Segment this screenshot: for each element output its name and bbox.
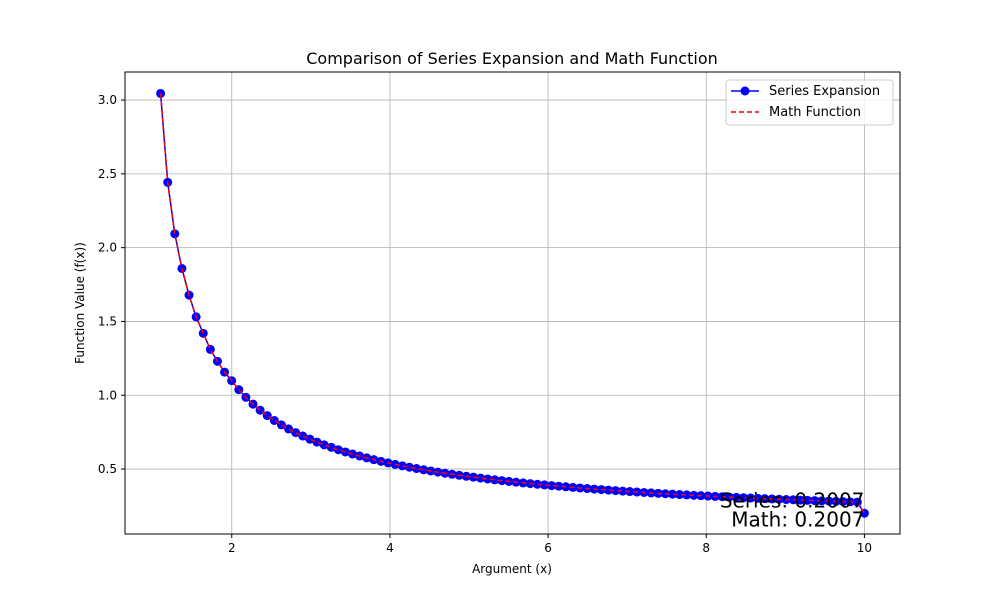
y-axis-ticks: 0.5 1.0 1.5 2.0 2.5 3.0 bbox=[98, 93, 125, 476]
series-expansion-point bbox=[326, 442, 336, 452]
series-expansion-point bbox=[810, 496, 820, 506]
series-expansion-point bbox=[340, 447, 350, 457]
series-expansion-point bbox=[532, 479, 542, 489]
series-expansion-point bbox=[554, 481, 564, 491]
series-expansion-point bbox=[682, 490, 692, 500]
series-expansion-point bbox=[412, 464, 422, 474]
x-tick-label: 10 bbox=[857, 541, 872, 555]
annotation-series-value: Series: 0.2007 bbox=[720, 488, 865, 512]
series-expansion-point bbox=[667, 489, 677, 499]
plot-area-frame bbox=[124, 71, 901, 535]
y-tick-label: 2.5 bbox=[98, 167, 117, 181]
series-expansion-point bbox=[312, 437, 322, 447]
annotation-math-value: Math: 0.2007 bbox=[731, 508, 864, 532]
series-expansion-point bbox=[731, 492, 741, 502]
x-tick-label: 6 bbox=[544, 541, 552, 555]
legend-math-function-label: Math Function bbox=[769, 105, 861, 120]
y-tick-label: 1.5 bbox=[98, 314, 117, 328]
series-expansion-point bbox=[539, 480, 549, 490]
series-layer bbox=[156, 88, 869, 518]
series-expansion-point bbox=[468, 472, 478, 482]
y-tick-label: 1.0 bbox=[98, 388, 117, 402]
series-expansion-point bbox=[483, 474, 493, 484]
series-expansion-point bbox=[611, 486, 621, 496]
series-expansion-point bbox=[284, 424, 294, 434]
series-expansion-point bbox=[170, 229, 180, 239]
series-expansion-point bbox=[490, 475, 500, 485]
y-tick-label: 3.0 bbox=[98, 93, 117, 107]
series-expansion-point bbox=[298, 431, 308, 441]
series-expansion-point bbox=[419, 465, 429, 475]
series-expansion-point bbox=[156, 88, 166, 98]
series-expansion-point bbox=[291, 428, 301, 438]
x-tick-label: 8 bbox=[702, 541, 710, 555]
y-tick-label: 0.5 bbox=[98, 462, 117, 476]
y-tick-label: 2.0 bbox=[98, 241, 117, 255]
x-tick-label: 2 bbox=[228, 541, 236, 555]
series-expansion-point bbox=[746, 493, 756, 503]
series-expansion-point bbox=[675, 490, 685, 500]
x-axis-label: Argument (x) bbox=[472, 562, 552, 576]
series-expansion-point bbox=[205, 344, 215, 354]
series-expansion-point bbox=[603, 485, 613, 495]
legend: Series Expansion Math Function bbox=[725, 79, 894, 126]
series-expansion-point bbox=[333, 445, 343, 455]
series-expansion-point bbox=[739, 493, 749, 503]
x-tick-label: 4 bbox=[386, 541, 394, 555]
series-expansion-point bbox=[547, 481, 557, 491]
series-expansion-point bbox=[305, 434, 315, 444]
series-expansion-point bbox=[404, 462, 414, 472]
legend-series-expansion-label: Series Expansion bbox=[769, 84, 880, 99]
legend-box bbox=[725, 79, 894, 126]
series-expansion-point bbox=[319, 440, 329, 450]
math-function-line bbox=[159, 93, 866, 514]
series-expansion-point bbox=[476, 473, 486, 483]
legend-series-expansion-marker bbox=[740, 86, 750, 96]
y-axis-label: Function Value (f(x)) bbox=[73, 242, 87, 364]
series-expansion-point bbox=[803, 495, 813, 505]
series-expansion-point bbox=[795, 495, 805, 505]
series-expansion-point bbox=[618, 486, 628, 496]
series-expansion-point bbox=[397, 461, 407, 471]
chart-title: Comparison of Series Expansion and Math … bbox=[306, 49, 718, 68]
x-axis-ticks: 2 4 6 8 10 bbox=[228, 534, 872, 555]
